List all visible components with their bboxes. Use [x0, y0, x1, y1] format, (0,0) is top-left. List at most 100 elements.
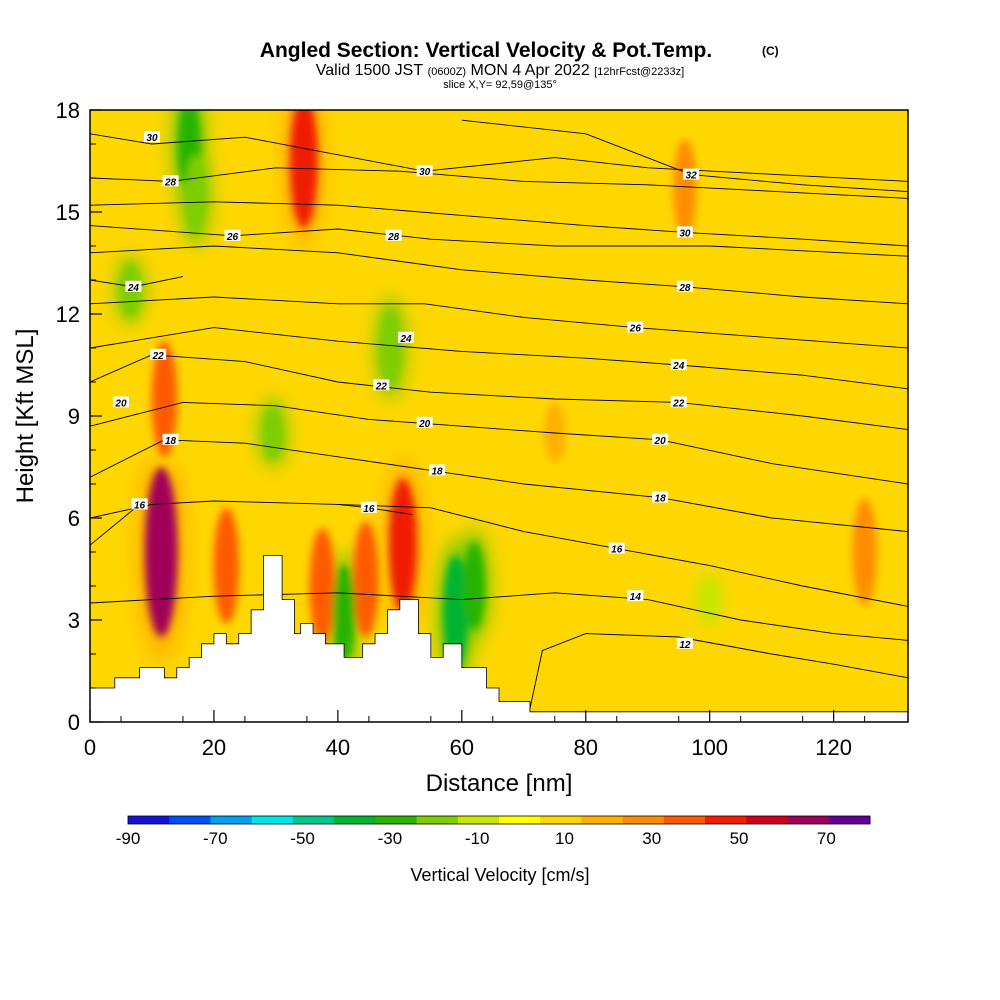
terrain	[90, 555, 908, 722]
contour-label: 12	[679, 640, 691, 651]
contour-label-bg	[652, 433, 669, 445]
colorbar-swatch	[416, 816, 459, 824]
contour-label-bg	[150, 348, 167, 360]
x-tick-label: 80	[574, 735, 598, 760]
contour-label: 26	[226, 232, 239, 243]
contour-label-bg	[162, 175, 179, 187]
velocity-core	[184, 155, 206, 235]
contour-label-bg	[608, 542, 625, 554]
valid-date: MON 4 Apr 2022	[471, 62, 590, 79]
velocity-core	[463, 541, 486, 631]
contour-label: 24	[127, 283, 140, 294]
colorbar-swatch	[292, 816, 335, 824]
velocity-core	[144, 467, 178, 637]
velocity-core	[852, 498, 877, 606]
colorbar-tick-label: -10	[465, 829, 490, 848]
theta-contour-line	[90, 327, 908, 390]
theta-contour-line	[90, 296, 908, 349]
contour-label: 16	[611, 545, 623, 556]
velocity-core	[309, 528, 336, 644]
theta-contour-line	[529, 633, 908, 709]
contour-label: 22	[672, 398, 685, 409]
contour-label: 24	[672, 361, 685, 372]
chart-title: Angled Section: Vertical Velocity & Pot.…	[260, 39, 712, 62]
theta-contour-line	[90, 354, 908, 431]
colorbar-swatch	[828, 816, 871, 824]
slice-info: slice X,Y= 92,59@135°	[443, 79, 557, 91]
contour-label-bg	[676, 280, 693, 292]
theta-contour-line	[90, 592, 908, 641]
colorbar-swatch	[334, 816, 376, 824]
contour-label-bg	[143, 131, 160, 143]
contour-label-bg	[683, 168, 700, 180]
contour-label-bg	[224, 229, 241, 241]
contour-label: 30	[679, 228, 691, 239]
x-tick-label: 0	[84, 735, 96, 760]
theta-contour-line	[90, 201, 908, 247]
colorbar-swatch	[375, 816, 418, 824]
x-tick-label: 40	[326, 735, 350, 760]
contour-label: 18	[655, 494, 667, 505]
contour-label-bg	[416, 165, 433, 177]
colorbar-tick-label: 50	[730, 829, 749, 848]
contour-label-bg	[162, 433, 179, 445]
colorbar-swatch	[499, 816, 541, 824]
colorbar-swatch	[457, 816, 500, 824]
valid-utc: (0600Z)	[428, 66, 467, 78]
contour-label-bg	[429, 464, 446, 476]
y-tick-label: 18	[56, 98, 80, 123]
y-axis-label: Height [Kft MSL]	[12, 329, 39, 504]
contour-label-bg	[360, 501, 377, 513]
colorbar-swatch	[128, 816, 170, 824]
contour-label: 28	[678, 283, 691, 294]
contour-label: 16	[363, 504, 375, 515]
velocity-core	[151, 341, 178, 457]
contour-label-bg	[416, 416, 433, 428]
theta-contour-labels: 12 14 16 16 16 18 18 18 20 20 20 22 22 22 24 24 26 24 28 28…	[112, 131, 700, 651]
contour-label: 32	[686, 171, 698, 182]
colorbar-swatch	[169, 816, 211, 824]
contour-label: 30	[419, 167, 431, 178]
velocity-core	[332, 564, 356, 663]
contour-label-bg	[652, 491, 669, 503]
colorbar-swatch	[787, 816, 830, 824]
contour-label-bg	[131, 498, 148, 510]
colorbar-swatch	[210, 816, 253, 824]
contour-label: 14	[630, 592, 642, 603]
colorbar-tick-label: -50	[290, 829, 315, 848]
velocity-core	[289, 110, 318, 228]
velocity-core	[380, 308, 401, 388]
x-axis-label: Distance [nm]	[426, 770, 573, 797]
y-tick-label: 12	[56, 302, 80, 327]
contour-label-bg	[676, 226, 693, 238]
theta-contour-line	[90, 504, 140, 546]
colorbar-swatch	[581, 816, 624, 824]
valid-time: Valid 1500 JST	[316, 62, 424, 79]
contour-label-bg	[125, 280, 142, 292]
velocity-core	[811, 168, 832, 222]
theta-contour-line	[90, 401, 908, 485]
velocity-core	[263, 406, 283, 460]
y-tick-label: 3	[68, 608, 80, 633]
contour-label: 24	[399, 334, 412, 345]
colorbar-swatch	[746, 816, 789, 824]
contour-label-bg	[670, 396, 687, 408]
contour-label: 18	[165, 436, 177, 447]
velocity-core	[701, 578, 719, 621]
contour-label-bg	[627, 590, 644, 602]
colorbar-swatch	[663, 816, 706, 824]
y-tick-label: 0	[68, 710, 80, 735]
contour-label-bg	[112, 396, 129, 408]
contour-label-bg	[373, 379, 390, 391]
colorbar-swatch	[622, 816, 665, 824]
colorbar-tick-label: 30	[642, 829, 661, 848]
x-tick-label: 20	[202, 735, 226, 760]
contour-label: 26	[629, 324, 642, 335]
axes: 0 20 40 60 80 100 120 0 3 6 9 12 15 18	[56, 98, 866, 760]
colorbar-tick-label: 10	[555, 829, 574, 848]
contour-label-bg	[676, 637, 693, 649]
colorbar-frame	[127, 815, 871, 825]
contour-label: 20	[654, 436, 667, 447]
y-tick-label: 15	[56, 200, 80, 225]
